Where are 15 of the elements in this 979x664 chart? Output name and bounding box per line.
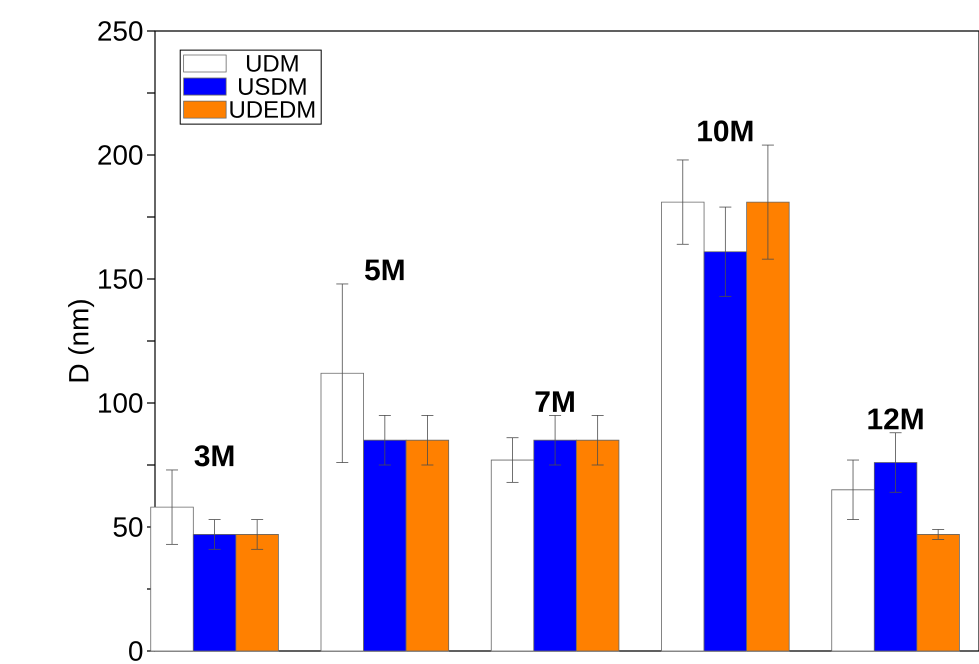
y-tick-label: 50 [114, 517, 142, 537]
y-tick-label: 200 [98, 145, 142, 165]
x-tick-label: 10M [698, 120, 752, 142]
y-tick-label: 150 [99, 269, 142, 289]
x-tick-label: 12M [868, 408, 923, 430]
x-tick-label: 3M [194, 445, 234, 466]
y-tick-label: 0 [129, 641, 142, 661]
y-axis-title: D (nm) [68, 300, 94, 382]
x-tick-label: 5M [365, 260, 404, 280]
y-tick-label: 100 [99, 393, 142, 413]
x-tick-label: 7M [536, 391, 574, 412]
y-tick-label: 250 [98, 21, 142, 41]
legend-label: UDEDM [230, 101, 314, 118]
legend-label: UDM [246, 55, 298, 72]
legend-label: USDM [239, 78, 306, 95]
